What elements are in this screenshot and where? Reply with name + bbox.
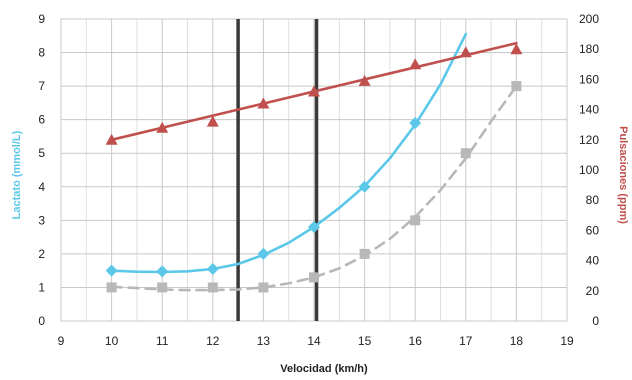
- square-marker: [258, 282, 269, 293]
- x-tick-label: 18: [510, 334, 524, 348]
- x-tick-label: 12: [206, 334, 220, 348]
- triangle-marker: [358, 74, 371, 86]
- x-tick-label: 14: [307, 334, 321, 348]
- diamond-marker: [156, 265, 169, 278]
- y-tick-label: 0: [38, 314, 45, 328]
- x-axis-title: Velocidad (km/h): [280, 363, 368, 375]
- x-tick-label: 19: [560, 334, 574, 348]
- y2-tick-label: 60: [586, 223, 600, 237]
- x-tick-label: 9: [58, 334, 65, 348]
- x-tick-label: 11: [156, 334, 169, 348]
- x-tick-label: 10: [105, 334, 119, 348]
- square-marker: [460, 148, 471, 159]
- diamond-marker: [358, 180, 371, 193]
- y-tick-label: 6: [38, 113, 45, 127]
- y2-tick-label: 160: [579, 72, 599, 86]
- diamond-marker: [206, 262, 219, 275]
- y-tick-label: 3: [38, 213, 45, 227]
- series-layer: [105, 32, 523, 293]
- triangle-marker: [206, 115, 219, 127]
- diamond-marker: [257, 247, 270, 260]
- square-marker: [157, 282, 168, 293]
- y-axis-left-title: Lactato (mmol/L): [11, 130, 23, 219]
- triangle-marker: [308, 85, 320, 97]
- square-marker: [410, 215, 421, 226]
- diamond-marker: [105, 264, 118, 277]
- y-axis-right-title: Pulsaciones (ppm): [617, 126, 629, 224]
- triangle-marker: [459, 46, 472, 58]
- y2-tick-label: 0: [592, 314, 599, 328]
- y2-tick-label: 40: [586, 254, 600, 268]
- x-tick-label: 17: [459, 334, 473, 348]
- y-tick-label: 2: [38, 247, 45, 261]
- square-marker: [511, 81, 522, 92]
- y-tick-label: 4: [38, 180, 45, 194]
- triangle-marker: [510, 43, 523, 55]
- axes: 9 10 11 12 13 14 15 16 17 18 190123456789020406080…: [38, 12, 599, 348]
- y-tick-label: 9: [38, 12, 45, 26]
- y-tick-label: 5: [38, 146, 45, 160]
- x-tick-label: 15: [358, 334, 372, 348]
- square-marker: [106, 282, 117, 293]
- square-marker: [309, 272, 319, 283]
- y-tick-label: 1: [38, 280, 45, 294]
- triangle-marker: [105, 133, 118, 145]
- y2-tick-label: 200: [579, 12, 599, 26]
- y2-tick-label: 140: [579, 103, 599, 117]
- y2-tick-label: 100: [579, 163, 599, 177]
- square-marker: [359, 248, 370, 259]
- y2-tick-label: 180: [579, 42, 599, 56]
- y2-tick-label: 20: [586, 284, 600, 298]
- y2-tick-label: 120: [579, 133, 599, 147]
- x-tick-label: 13: [257, 334, 271, 348]
- diamond-marker: [308, 221, 320, 234]
- y-tick-label: 8: [38, 46, 45, 60]
- diamond-marker: [409, 117, 422, 130]
- y-tick-label: 7: [38, 79, 45, 93]
- series-line-diamond: [110, 32, 468, 274]
- triangle-marker: [156, 121, 169, 133]
- triangle-marker: [257, 97, 270, 109]
- threshold-lines: [236, 19, 319, 321]
- y2-tick-label: 80: [586, 193, 600, 207]
- x-tick-label: 16: [409, 334, 423, 348]
- square-marker: [207, 282, 218, 293]
- triangle-marker: [409, 58, 422, 70]
